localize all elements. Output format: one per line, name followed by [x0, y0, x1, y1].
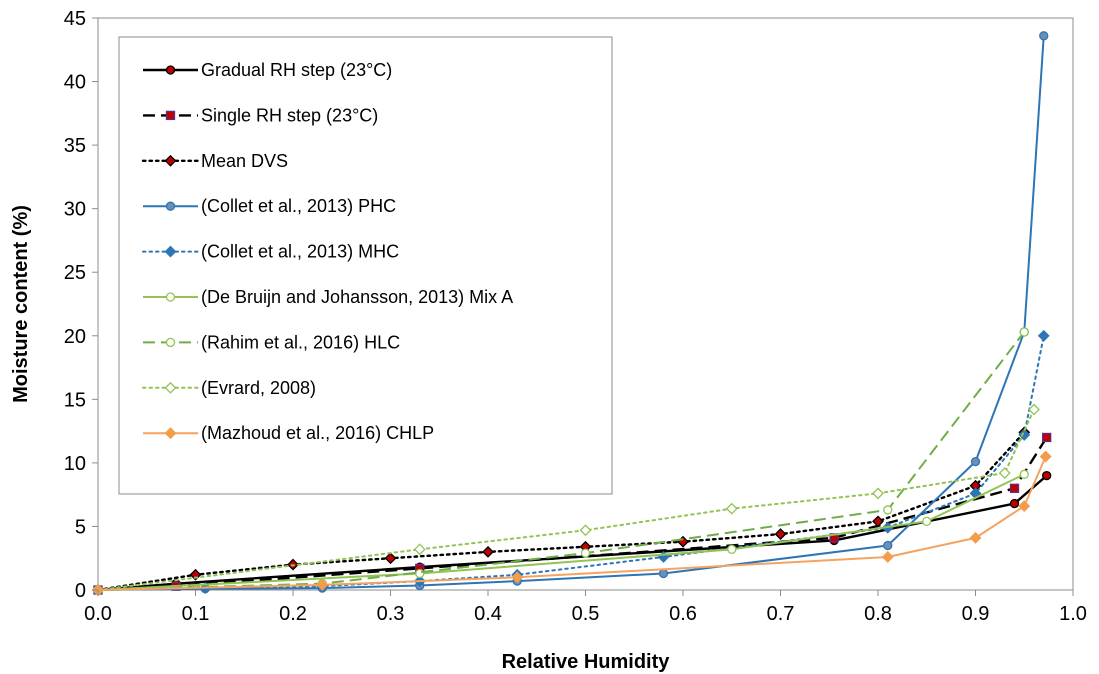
data-point [1018, 429, 1031, 441]
legend-marker [164, 427, 177, 440]
data-point [1009, 498, 1020, 509]
data-point [872, 515, 884, 528]
y-axis-ticks: 0 5 10 15 20 25 30 35 40 45 [64, 8, 98, 602]
data-point [1042, 470, 1052, 481]
x-axis-ticks: 0.0 0.1 0.2 0.3 0.4 0.5 0.6 0.7 0.8 0.9 1.0 [84, 590, 1087, 625]
legend-label: Gradual RH step (23°C) [201, 60, 392, 80]
legend-entry: Single RH step (23°C) [143, 105, 378, 125]
legend-entry: (Collet et al., 2013) PHC [143, 196, 396, 216]
data-point [725, 502, 738, 515]
legend-entry: Gradual RH step (23°C) [143, 60, 392, 80]
data-point [727, 544, 737, 554]
legend-entry: (Evrard, 2008) [142, 378, 316, 398]
x-tick-label: 0.8 [864, 603, 892, 625]
legend-label: (Rahim et al., 2016) HLC [201, 332, 400, 352]
data-point [1039, 31, 1049, 41]
data-point [970, 456, 981, 467]
x-tick-label: 0.1 [182, 603, 210, 625]
y-tick-label: 40 [64, 72, 86, 94]
data-point [1019, 469, 1029, 479]
legend-box [118, 36, 613, 495]
data-point [881, 551, 894, 563]
data-point [658, 568, 669, 579]
x-tick-label: 0.9 [962, 603, 990, 625]
x-axis-title: Relative Humidity [502, 651, 671, 673]
x-tick-label: 0.7 [767, 603, 795, 625]
y-tick-label: 30 [64, 199, 86, 221]
data-point [1039, 450, 1052, 463]
y-tick-label: 45 [64, 8, 86, 30]
y-tick-label: 15 [64, 389, 86, 411]
legend-entry: (Rahim et al., 2016) HLC [143, 332, 400, 352]
data-point [1009, 483, 1020, 493]
data-point [922, 516, 932, 527]
series-3 [92, 426, 1031, 596]
legend-marker [165, 201, 176, 211]
data-point [883, 540, 893, 551]
x-tick-label: 0.2 [279, 603, 307, 625]
data-point [580, 548, 591, 558]
legend-marker [165, 337, 176, 348]
legend-marker [164, 245, 177, 258]
data-point [969, 531, 982, 544]
data-point [511, 571, 524, 584]
y-tick-label: 10 [64, 453, 86, 475]
legend-label: (Collet et al., 2013) MHC [201, 242, 399, 262]
y-axis-title: Moisture content (%) [10, 205, 32, 403]
legend-marker [164, 381, 177, 394]
x-tick-label: 0.0 [84, 603, 112, 625]
y-tick-label: 5 [75, 516, 86, 538]
data-point [998, 467, 1011, 479]
data-point [384, 552, 397, 565]
y-tick-label: 25 [64, 262, 86, 284]
legend-label: (Collet et al., 2013) PHC [201, 196, 396, 216]
data-point [1037, 329, 1050, 342]
data-point [872, 487, 884, 500]
x-tick-label: 0.4 [474, 603, 502, 625]
legend-label: Mean DVS [201, 151, 288, 171]
series-layer [92, 31, 1052, 596]
x-tick-label: 1.0 [1059, 603, 1087, 625]
data-point [774, 528, 787, 540]
y-tick-label: 35 [64, 135, 86, 157]
data-point [579, 524, 592, 537]
legend-label: Single RH step (23°C) [201, 105, 378, 125]
series-9 [92, 450, 1052, 596]
data-point [189, 568, 202, 581]
x-tick-label: 0.6 [669, 603, 697, 625]
data-point [883, 505, 893, 515]
x-tick-label: 0.3 [377, 603, 405, 625]
legend-entry: Mean DVS [141, 151, 288, 171]
legend-label: (De Bruijn and Johansson, 2013) Mix A [201, 287, 513, 307]
data-point [1042, 432, 1052, 443]
legend-marker [165, 65, 176, 75]
x-tick-label: 0.5 [572, 603, 600, 625]
data-point [1018, 500, 1031, 513]
data-point [1019, 327, 1029, 337]
y-tick-label: 20 [64, 326, 86, 348]
legend-marker [165, 292, 176, 302]
data-point [413, 543, 426, 556]
y-tick-label: 0 [75, 580, 86, 602]
data-point [1028, 403, 1040, 416]
legend-label: (Mazhoud et al., 2016) CHLP [201, 423, 434, 443]
data-point [316, 578, 329, 591]
data-point [415, 568, 425, 579]
legend-entry: (Mazhoud et al., 2016) CHLP [143, 423, 434, 443]
data-point [482, 545, 494, 558]
legend-marker [165, 110, 176, 121]
legend-label: (Evrard, 2008) [201, 378, 316, 398]
legend-entry: (De Bruijn and Johansson, 2013) Mix A [143, 287, 513, 307]
legend-marker [164, 154, 177, 167]
legend-entry: (Collet et al., 2013) MHC [142, 242, 399, 262]
series-line [97, 35, 1045, 591]
legend: Gradual RH step (23°C) Single RH step (23… [118, 36, 613, 495]
